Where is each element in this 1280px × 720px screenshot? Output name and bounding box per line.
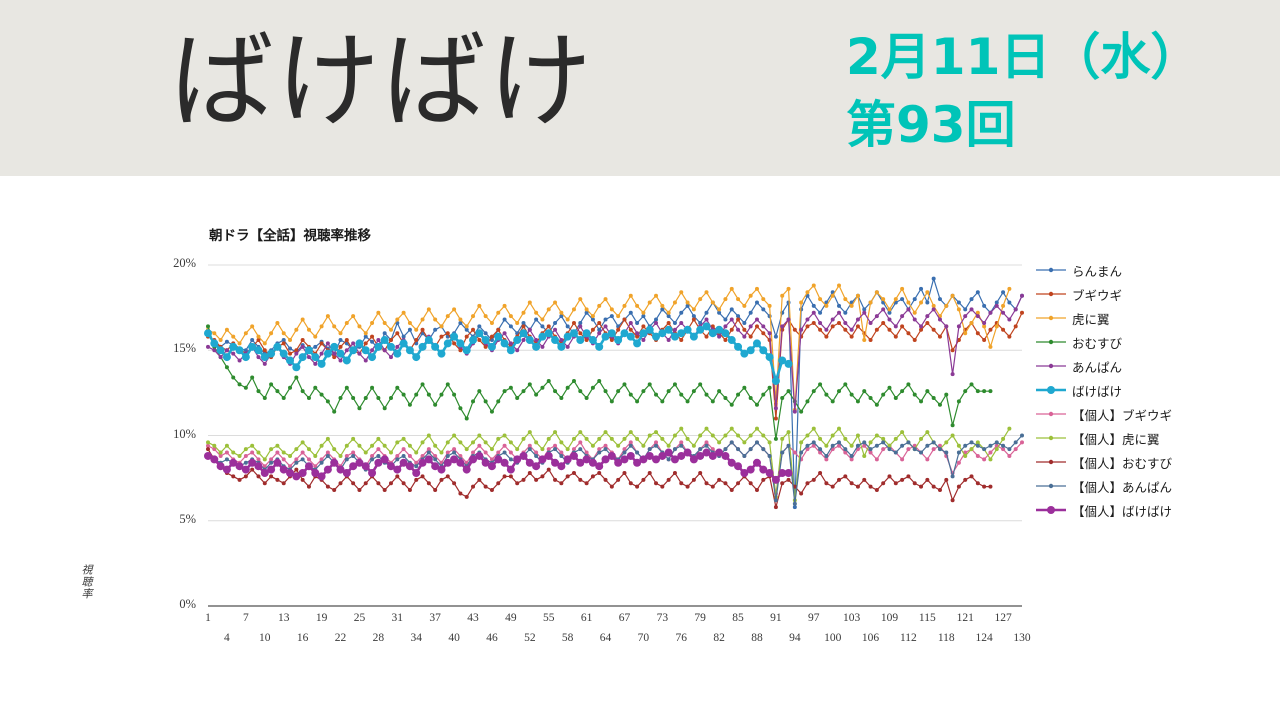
x-tick-label: 52 (524, 632, 536, 644)
broadcast-date: 2月11日（水） (846, 28, 1201, 86)
legend-item[interactable]: 【個人】虎に翼 (1036, 426, 1280, 450)
legend-swatch-icon (1036, 359, 1066, 373)
series-3 (206, 324, 993, 441)
x-tick-label: 115 (918, 612, 936, 624)
y-tick-label: 10% (173, 426, 196, 441)
legend-label: 【個人】あんぱん (1072, 479, 1173, 495)
episode-number: 第93回 (846, 96, 1016, 154)
series-8 (206, 447, 993, 510)
x-tick-label: 13 (277, 612, 290, 624)
legend-item[interactable]: 虎に翼 (1036, 306, 1280, 330)
legend-swatch-icon (1036, 455, 1066, 469)
legend-swatch-icon (1036, 407, 1066, 421)
x-tick-label: 70 (637, 632, 650, 644)
legend-label: 【個人】おむすび (1072, 455, 1173, 471)
x-tick-label: 34 (410, 632, 422, 644)
legend-swatch-icon (1036, 431, 1066, 445)
x-tick-label: 43 (467, 612, 479, 624)
x-tick-label: 7 (242, 612, 249, 624)
legend-item[interactable]: ばけばけ (1036, 378, 1280, 402)
y-axis-title: 視聴率 (80, 564, 93, 600)
legend-item[interactable]: らんまん (1036, 258, 1280, 282)
x-tick-label: 1 (205, 612, 211, 624)
chart-legend: らんまんブギウギ虎に翼おむすびあんぱんばけばけ【個人】ブギウギ 【個人】虎に翼 【個… (1036, 258, 1280, 522)
ratings-line-plot (204, 264, 1024, 607)
x-tick-label: 67 (618, 612, 631, 624)
legend-swatch-icon (1036, 503, 1066, 517)
x-tick-label: 88 (751, 632, 763, 644)
x-tick-label: 61 (580, 612, 593, 624)
legend-label: 【個人】ばけばけ (1072, 503, 1173, 519)
x-tick-label: 37 (429, 612, 441, 624)
legend-item[interactable]: 【個人】あんぱん (1036, 474, 1280, 498)
series-1 (206, 310, 1024, 421)
legend-item[interactable]: ブギウギ (1036, 282, 1280, 306)
legend-label: おむすび (1072, 335, 1123, 351)
y-tick-label: 15% (173, 341, 196, 356)
legend-swatch-icon (1036, 479, 1066, 493)
series-10 (204, 448, 793, 484)
legend-swatch-icon (1036, 311, 1066, 325)
legend-label: ばけばけ (1072, 383, 1123, 399)
legend-label: らんまん (1072, 263, 1123, 279)
x-tick-label: 31 (391, 612, 404, 624)
legend-swatch-icon (1036, 383, 1066, 397)
x-tick-label: 79 (694, 612, 706, 624)
y-tick-label: 0% (179, 597, 196, 611)
x-tick-label: 4 (224, 632, 230, 644)
legend-label: 虎に翼 (1072, 311, 1110, 327)
legend-label: 【個人】虎に翼 (1072, 431, 1160, 447)
x-tick-label: 118 (937, 632, 955, 644)
x-tick-label: 94 (789, 632, 801, 644)
x-tick-label: 85 (732, 612, 744, 624)
x-tick-label: 124 (975, 632, 993, 644)
x-tick-label: 25 (353, 612, 366, 624)
y-tick-label: 5% (179, 511, 196, 526)
x-tick-label: 10 (259, 632, 271, 644)
x-tick-label: 76 (675, 632, 688, 644)
legend-label: あんぱん (1072, 359, 1123, 375)
x-tick-label: 46 (486, 632, 498, 644)
legend-swatch-icon (1036, 287, 1066, 301)
legend-label: ブギウギ (1072, 287, 1123, 303)
x-tick-label: 16 (296, 632, 309, 644)
chart-title: 朝ドラ【全話】視聴率推移 (209, 228, 371, 244)
x-tick-label: 82 (713, 632, 725, 644)
legend-item[interactable]: あんぱん (1036, 354, 1280, 378)
header-band: ばけばけ 2月11日（水） 第93回 (0, 0, 1280, 176)
legend-item[interactable]: 【個人】ブギウギ (1036, 402, 1280, 426)
x-tick-label: 73 (656, 612, 669, 624)
x-tick-label: 121 (956, 612, 974, 624)
x-tick-label: 106 (861, 632, 880, 644)
legend-swatch-icon (1036, 263, 1066, 277)
x-tick-label: 49 (505, 612, 517, 624)
x-tick-label: 58 (561, 632, 574, 644)
legend-item[interactable]: 【個人】おむすび (1036, 450, 1280, 474)
legend-item[interactable]: 【個人】ばけばけ (1036, 498, 1280, 522)
x-tick-label: 19 (315, 612, 328, 624)
legend-swatch-icon (1036, 335, 1066, 349)
x-tick-label: 112 (899, 632, 917, 644)
show-title: ばけばけ (170, 20, 595, 142)
x-tick-label: 28 (372, 632, 385, 644)
x-tick-label: 103 (843, 612, 861, 624)
legend-item[interactable]: おむすび (1036, 330, 1280, 354)
series-5 (204, 322, 793, 385)
chart-container: 朝ドラ【全話】視聴率推移 視聴率 放送回 0%5%10%15%20% 17131… (0, 176, 1280, 720)
x-tick-label: 109 (880, 612, 899, 624)
series-7 (206, 426, 1012, 503)
x-tick-label: 22 (334, 632, 347, 644)
x-tick-label: 127 (994, 612, 1012, 624)
x-tick-label: 55 (542, 612, 555, 624)
x-tick-label: 100 (824, 632, 842, 644)
y-tick-label: 20% (173, 256, 196, 270)
x-tick-label: 40 (448, 632, 460, 644)
legend-label: 【個人】ブギウギ (1072, 407, 1173, 423)
x-tick-label: 64 (599, 632, 612, 644)
x-tick-label: 130 (1013, 632, 1031, 644)
x-tick-label: 97 (808, 612, 820, 624)
x-tick-label: 91 (770, 612, 782, 624)
